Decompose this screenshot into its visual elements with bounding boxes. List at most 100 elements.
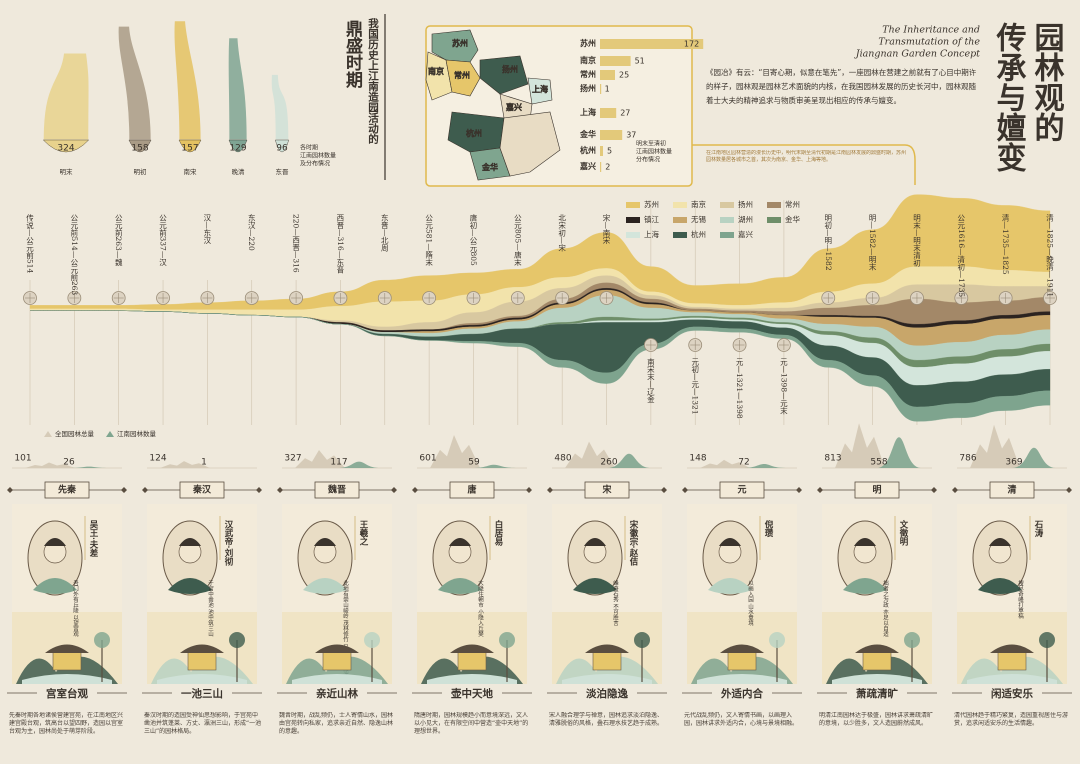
funnel-value: 158: [131, 144, 148, 154]
jiangnan-mountain: [337, 461, 381, 468]
timeline-label: 元初—元—1321: [690, 358, 699, 415]
map-city-label: 金华: [481, 162, 498, 172]
card-description: 隋唐时期，园林规模趋小而意境深远，文人以小见大，在有限空间中营造“壶中天地”的理…: [414, 712, 529, 735]
dynasty-label: 元: [737, 485, 746, 496]
map-region: [479, 55, 529, 95]
bar: [600, 108, 617, 118]
timeline-label: 公元前514—公元前263: [70, 214, 79, 295]
scene-hall: [322, 651, 352, 671]
funnel-note: 及分布情况: [300, 160, 330, 168]
person-name: 倪瓒: [763, 519, 773, 538]
bar-value: 5: [607, 147, 612, 156]
timeline-label: 清—1825—晚清—1911: [1045, 213, 1054, 298]
city-label: 上海: [580, 107, 596, 117]
funnel: [173, 20, 202, 141]
legend-swatch: [720, 217, 734, 223]
scene-foliage: [364, 632, 380, 648]
theme-tag: [712, 686, 772, 701]
quote: 于宫中凿池 池中筑三山: [207, 580, 214, 638]
total-value: 124: [149, 454, 166, 464]
person-name: 吴王·夫差: [88, 520, 99, 557]
theme-title: 萧疏清旷: [856, 687, 898, 700]
map-city-label: 嘉兴: [505, 102, 522, 112]
scene-roof: [990, 644, 1034, 653]
scene-hall: [862, 651, 892, 671]
timeline-label: 公元前263—魏: [114, 214, 123, 267]
map-region: [445, 59, 481, 97]
theme-title: 一池三山: [181, 687, 223, 700]
total-mountain: [565, 441, 615, 468]
bar: [600, 70, 615, 80]
funnel-cup: [178, 139, 202, 153]
scene-hall: [997, 651, 1027, 671]
funnel-label: 南宋: [184, 167, 198, 176]
portrait-robe: [168, 578, 212, 594]
legend-swatch: [44, 431, 52, 437]
bar: [600, 130, 623, 140]
legend-swatch: [626, 217, 640, 223]
city-label: 杭州: [580, 145, 596, 155]
person-name: 汉武帝·刘彻: [223, 519, 234, 566]
scene-roof: [585, 644, 629, 653]
theme-tag: [172, 686, 232, 701]
card-description: 清代园林趋于精巧繁复，造园重视居住与游赏，追求闲适安乐的生活情趣。: [954, 712, 1069, 727]
total-value: 813: [824, 454, 841, 464]
legend-swatch: [767, 217, 781, 223]
theme-tag: [442, 686, 502, 701]
legend-label: 苏州: [644, 199, 659, 209]
theme-title: 外适内合: [720, 687, 763, 700]
timeline-label: 汉—东汉: [203, 214, 212, 246]
quote: 吾门外有丘陵 以望宫观: [72, 580, 79, 638]
bar: [600, 84, 602, 94]
timeline-label: 西晋—316—东晋: [336, 214, 345, 275]
portrait-hat: [854, 538, 876, 546]
scene-water: [562, 674, 652, 684]
bar-value: 37: [626, 131, 636, 140]
jiangnan-value: 117: [330, 458, 347, 468]
theme-title: 淡泊隐逸: [586, 687, 628, 700]
quote: 拙者之为政 亦足以自适: [882, 579, 889, 638]
map-region: [425, 51, 453, 101]
total-value: 786: [959, 454, 976, 464]
scene-foliage: [229, 632, 245, 648]
total-value: 480: [554, 454, 571, 464]
map-city-label: 苏州: [452, 38, 468, 48]
portrait-robe: [33, 578, 77, 594]
map-city-label: 常州: [454, 70, 470, 80]
portrait-robe: [978, 578, 1022, 594]
funnel-value: 96: [276, 144, 288, 154]
card-description-box: 元代战乱频仍，文人寄情书画，以画理入园，园林讲求外适内合，心境与景境相融。: [684, 712, 799, 727]
portrait-robe: [438, 578, 482, 594]
english-title: Transmutation of the: [878, 37, 980, 48]
scene-hall: [592, 651, 622, 671]
theme-tag: [982, 686, 1042, 701]
scene-foliage: [769, 632, 785, 648]
funnel: [227, 37, 248, 141]
main-title: 传承与嬗变: [991, 22, 1028, 172]
legend-swatch: [720, 232, 734, 238]
portrait-robe: [708, 578, 752, 594]
bar-value: 51: [635, 57, 645, 66]
timeline-label: 元—1398—元末: [779, 358, 788, 416]
legend-swatch: [673, 202, 687, 208]
theme-tag: [577, 686, 637, 701]
card-description: 元代战乱频仍，文人寄情书画，以画理入园，园林讲求外适内合，心境与景境相融。: [684, 712, 799, 727]
timeline-label: 元—1321—1398: [735, 358, 744, 419]
portrait-robe: [843, 578, 887, 594]
intro-box: 《园冶》有云：“目寄心期，似意在笔先”，一座园林在营建之前就有了心目中期许的样子…: [706, 68, 976, 105]
scene-water: [967, 674, 1057, 684]
person-name: 王羲之: [358, 520, 369, 546]
card-description: 先秦时期各地诸侯营建宫苑，在江南地区兴建宫殿台观，筑高台以望四野，造园以宫室台观…: [9, 712, 124, 735]
total-mountain: [25, 462, 75, 468]
scene-water: [292, 674, 382, 684]
map-city-label: 南京: [428, 66, 444, 76]
scene-hall: [457, 651, 487, 671]
theme-tag: [37, 686, 97, 701]
legend-swatch: [106, 431, 114, 437]
jiangnan-mountain: [877, 437, 921, 468]
portrait-robe: [303, 578, 347, 594]
funnel-label: 晚清: [232, 167, 246, 176]
legend-label: 常州: [785, 200, 800, 209]
legend-swatch: [720, 202, 734, 208]
bar-note: 分布情况: [636, 156, 660, 164]
